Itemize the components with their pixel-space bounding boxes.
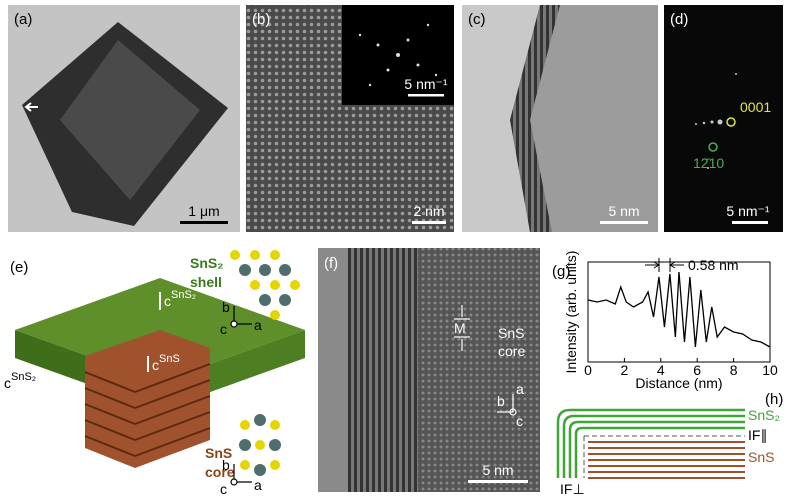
vacuum (318, 248, 348, 492)
spot-index: 0001 (740, 99, 771, 115)
spot-index: 12̄10 (693, 155, 724, 171)
x-axis-label: Distance (nm) (635, 375, 722, 391)
x-tick-label: 6 (693, 362, 701, 378)
axis-letter: a (254, 477, 262, 493)
axis-symbol: c (164, 293, 171, 309)
panel-label: (c) (468, 11, 486, 28)
diffraction-spots (358, 23, 438, 87)
axis-letter: c (516, 413, 523, 429)
panel-c: (c) 5 nm (462, 5, 658, 232)
panel-label: (b) (252, 11, 270, 28)
annotation: 0.58 nm (688, 257, 739, 273)
axis-letter: a (516, 381, 524, 397)
scale-bar-label: 5 nm (482, 462, 513, 478)
shell-layers (556, 408, 745, 478)
core-name: SnS (205, 445, 232, 461)
y-axis-label: Intensity (arb. units) (563, 251, 579, 374)
vacuum (462, 5, 540, 232)
scale-bar (468, 480, 528, 483)
profile-line (587, 271, 771, 348)
panel-label: (a) (14, 11, 32, 28)
core-cutout (85, 330, 210, 468)
core-layers (588, 441, 745, 479)
diffraction-spots (695, 73, 737, 169)
core-layers (84, 363, 211, 457)
axis-sup: SnS₂ (11, 371, 36, 383)
spacing-arrows (645, 258, 684, 272)
scale-bar (732, 221, 768, 224)
x-tick-label: 10 (762, 362, 778, 378)
panel-d: 0001 12̄10 (d) 5 nm⁻¹ (664, 5, 783, 232)
axis-letter: b (222, 299, 230, 315)
panel-label: (d) (670, 11, 688, 28)
axis-letter: b (222, 457, 230, 473)
shell-name: SnS₂ (190, 255, 223, 271)
axis-symbol: c (152, 357, 159, 373)
panel-label: (e) (10, 259, 28, 276)
scale-bar (408, 94, 444, 97)
scale-bar (412, 221, 446, 224)
spot-marker (708, 142, 718, 152)
layer-label: SnS₂ (748, 407, 780, 423)
arrow (24, 102, 38, 112)
scale-bar (180, 221, 228, 224)
panel-b: 5 nm⁻¹ (b) 2 nm (246, 5, 454, 232)
region-label: SnS (498, 325, 524, 341)
crystal-bottom (239, 414, 281, 476)
x-tick-label: 8 (730, 362, 738, 378)
shell-layers (348, 248, 418, 492)
axis-letter: c (220, 321, 227, 337)
panel-g: (g) 0.58 nm Distance (nm) Intensity (arb… (552, 251, 778, 391)
core-name: core (205, 464, 235, 480)
scale-bar-label: 2 nm (413, 203, 444, 219)
edge-layers (510, 5, 560, 232)
scale-bar-label: 5 nm⁻¹ (726, 203, 770, 219)
x-tick-label: 2 (621, 362, 629, 378)
diffraction-pattern (664, 5, 783, 232)
panel-f: M SnS core a b c (f) 5 nm (318, 248, 540, 492)
interface-label: IF⊥ (560, 481, 585, 497)
layer-label: SnS (748, 449, 774, 465)
axes-glyph (230, 464, 252, 486)
plot-frame (587, 261, 771, 363)
axis-sup: SnS₂ (171, 289, 196, 301)
spot-marker (726, 117, 736, 127)
axis-letter: b (497, 393, 505, 409)
panel-e: (e) SnS₂ shell SnS core cSnS₂ cSnS cSnS₂… (4, 250, 305, 497)
axis-sup: SnS (159, 353, 180, 365)
particle-shade (60, 40, 200, 200)
marker-lines (454, 305, 470, 351)
x-tick-label: 0 (584, 362, 592, 378)
marker-label: M (454, 320, 466, 336)
scale-bar-label: 1 μm (188, 203, 219, 219)
panel-label: (g) (552, 263, 570, 280)
axis-symbol: c (4, 375, 11, 391)
panel-label: (h) (765, 391, 783, 408)
scale-bar-label: 5 nm (608, 203, 639, 219)
x-tick-label: 4 (657, 362, 665, 378)
layer-label: IF∥ (748, 427, 767, 443)
panel-a: (a) 1 μm (8, 5, 240, 232)
axis-label: cSnS₂ (164, 289, 196, 309)
region-label: core (498, 343, 525, 359)
axis-letter: c (220, 481, 227, 497)
panel-h: (h) SnS₂ IF∥ SnS IF⊥ (556, 391, 783, 497)
axes-glyph (497, 394, 517, 416)
scale-bar (600, 221, 648, 224)
axes-glyph (230, 306, 252, 328)
axis-label: cSnS (152, 353, 180, 373)
shell-name: shell (190, 274, 222, 290)
crystal-top (230, 250, 300, 320)
panel-label: (f) (324, 255, 338, 272)
axis-letter: a (254, 317, 262, 333)
scale-bar-label: 5 nm⁻¹ (404, 76, 448, 92)
axis-label: cSnS₂ (4, 371, 36, 391)
